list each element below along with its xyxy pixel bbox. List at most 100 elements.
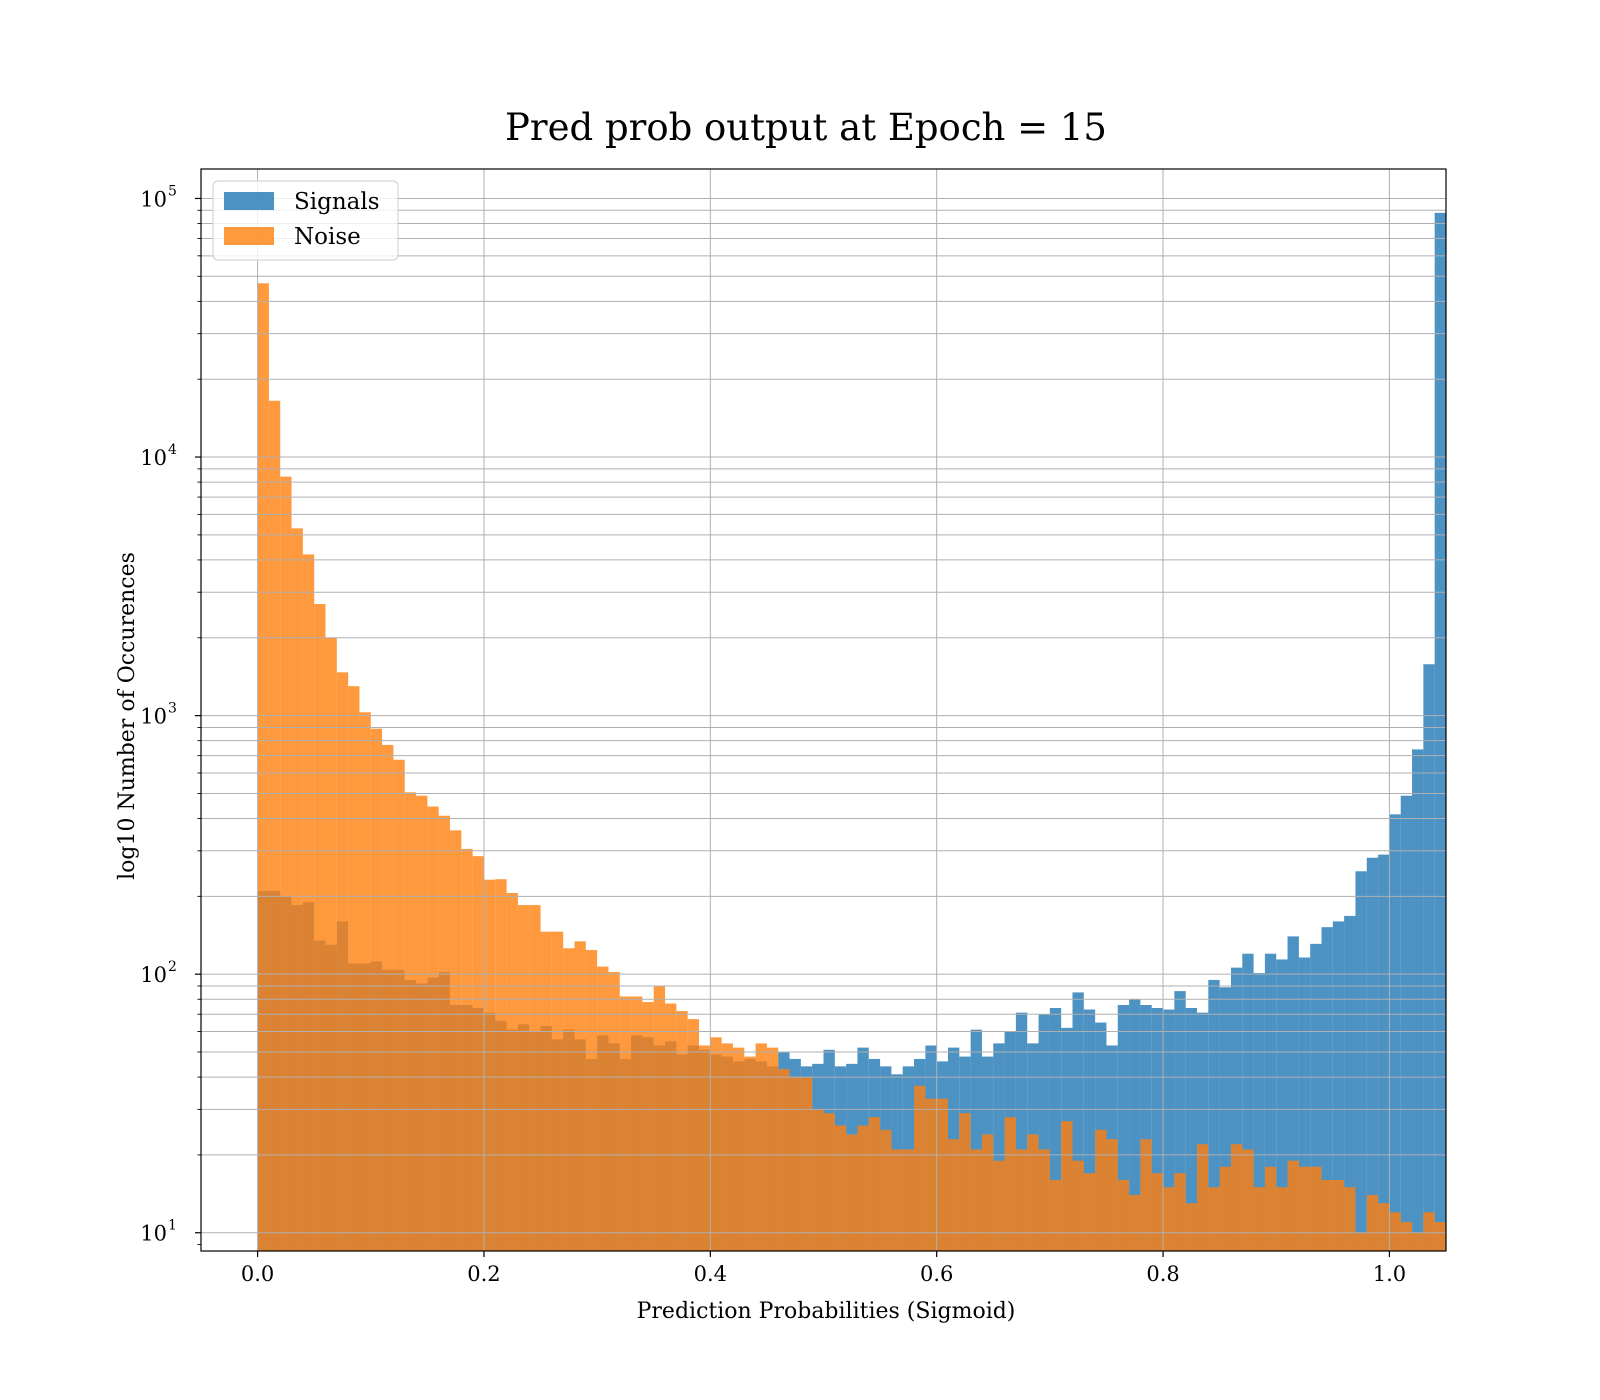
bar-signals-97 [1355,871,1367,1251]
bar-noise-65 [993,1160,1005,1251]
x-axis-label: Prediction Probabilities (Sigmoid) [637,1299,1016,1324]
bar-noise-91 [1287,1160,1299,1251]
bar-signals-80 [1163,1009,1175,1251]
bar-noise-63 [970,1149,982,1251]
bar-signals-84 [1208,979,1220,1251]
bar-signals-65 [993,1043,1005,1251]
bar-signals-67 [1015,1012,1028,1251]
bar-noise-19 [472,856,484,1251]
bar-noise-9 [359,712,371,1251]
bar-noise-4 [302,554,315,1251]
bar-noise-34 [642,1002,654,1251]
bar-noise-80 [1163,1187,1175,1251]
bar-noise-61 [948,1139,960,1251]
bar-noise-83 [1197,1144,1209,1251]
bar-signals-72 [1072,992,1084,1251]
legend-label-signals: Signals [294,189,380,215]
bar-noise-64 [981,1134,994,1251]
bar-noise-31 [608,971,620,1251]
bar-noise-98 [1366,1194,1379,1251]
bar-noise-102 [1412,1232,1424,1251]
bar-noise-52 [846,1134,858,1251]
bar-noise-50 [823,1113,835,1251]
bar-noise-95 [1332,1179,1345,1251]
bar-noise-44 [755,1043,767,1251]
bar-signals-89 [1264,953,1277,1251]
bar-signals-63 [970,1029,982,1251]
bar-noise-100 [1389,1212,1401,1251]
bar-noise-8 [348,686,360,1251]
bar-noise-43 [744,1056,756,1251]
bar-signals-79 [1151,1007,1164,1251]
plot-area [200,168,1447,1252]
bar-noise-74 [1095,1129,1107,1251]
series-noise [257,283,1446,1251]
bar-noise-16 [438,815,450,1251]
bar-noise-104 [1434,1222,1446,1251]
bar-noise-71 [1061,1121,1073,1251]
y-tick-label-1: 10 [140,963,167,987]
y-tick-exponent-3: 4 [168,442,177,458]
bar-signals-98 [1366,857,1379,1251]
bar-noise-75 [1106,1139,1118,1251]
bar-noise-60 [936,1098,948,1251]
y-tick-label-0: 10 [140,1222,167,1246]
legend-label-noise: Noise [294,224,361,250]
bar-noise-21 [495,879,507,1251]
bar-noise-0 [257,283,269,1251]
bar-signals-99 [1378,854,1390,1251]
bar-noise-15 [427,806,439,1251]
bar-signals-70 [1049,1007,1062,1251]
bar-signals-93 [1310,943,1322,1251]
bar-noise-25 [540,931,552,1251]
bar-noise-1 [268,400,281,1251]
bar-noise-24 [529,905,541,1251]
bar-signals-83 [1197,1012,1209,1251]
bar-noise-30 [597,966,609,1251]
bars-layer [257,212,1446,1251]
bar-noise-90 [1276,1187,1288,1251]
bar-signals-102 [1412,749,1424,1251]
bar-noise-87 [1242,1149,1254,1251]
bar-noise-41 [721,1043,733,1251]
bar-noise-2 [280,476,292,1251]
bar-noise-23 [517,905,530,1251]
bar-noise-101 [1400,1222,1413,1251]
bar-noise-33 [631,996,643,1251]
bar-noise-76 [1117,1179,1130,1251]
bar-signals-92 [1298,957,1311,1251]
plot-frame [200,168,1447,1252]
bar-noise-45 [766,1047,779,1251]
bar-signals-101 [1400,795,1413,1251]
x-tick-label-0: 0.0 [241,1262,274,1286]
bar-noise-28 [574,941,586,1251]
bar-signals-82 [1185,1007,1197,1251]
bar-signals-87 [1242,953,1254,1251]
bar-noise-58 [914,1085,926,1251]
bar-noise-89 [1264,1166,1277,1251]
legend-swatch-signals [224,192,274,210]
bar-noise-7 [336,672,349,1251]
bar-noise-13 [404,792,417,1251]
bar-noise-54 [868,1117,881,1251]
y-tick-exponent-2: 3 [168,701,177,717]
y-tick-label-4: 10 [140,187,167,211]
bar-noise-103 [1423,1212,1435,1251]
bar-noise-78 [1140,1139,1152,1251]
bar-noise-12 [393,759,405,1251]
bar-signals-90 [1276,959,1288,1251]
bar-noise-68 [1027,1134,1039,1251]
bar-noise-48 [800,1077,813,1251]
bar-noise-88 [1253,1187,1265,1251]
bar-signals-103 [1423,664,1435,1251]
bar-noise-22 [506,893,518,1251]
bar-noise-77 [1129,1194,1141,1251]
bar-signals-104 [1434,212,1446,1251]
bar-signals-76 [1117,1004,1130,1251]
bar-noise-81 [1174,1173,1186,1251]
bar-noise-3 [291,528,303,1251]
x-tick-label-1: 0.2 [467,1262,500,1286]
bar-noise-18 [461,848,473,1251]
